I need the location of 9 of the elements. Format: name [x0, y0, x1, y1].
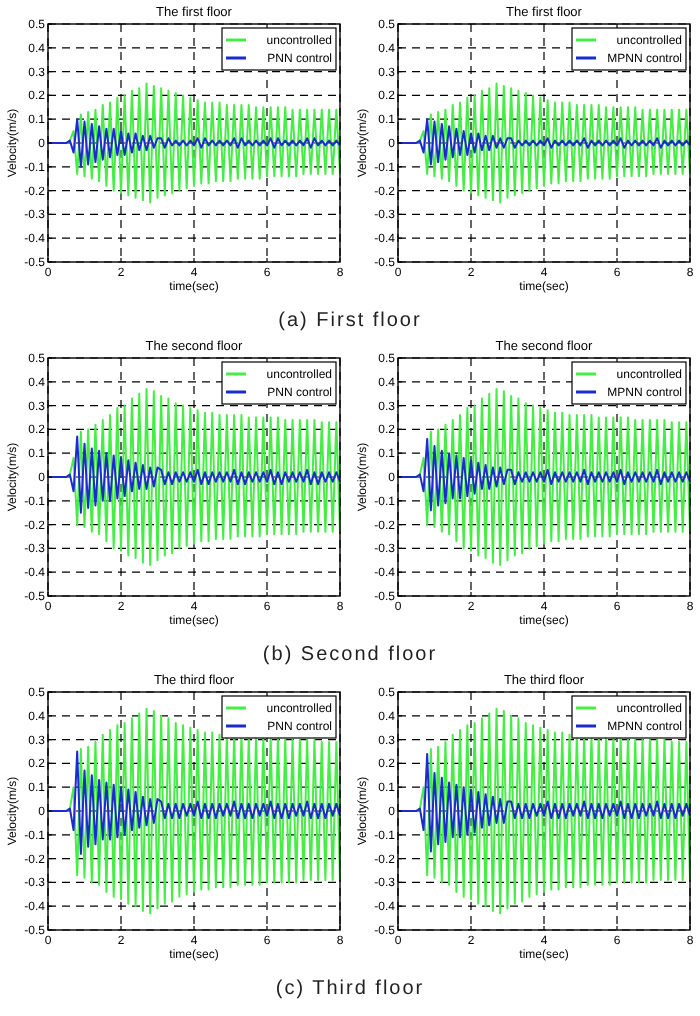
text: (b) Second floor: [262, 644, 438, 666]
line-series: [397, 118, 691, 166]
text: (a) First floor: [278, 310, 422, 332]
line-series: [47, 435, 341, 514]
line-series: [397, 437, 691, 512]
line-series: [397, 752, 691, 853]
text: (c) Third floor: [275, 978, 425, 1000]
line-series: [47, 118, 341, 168]
line-series: [47, 750, 341, 855]
